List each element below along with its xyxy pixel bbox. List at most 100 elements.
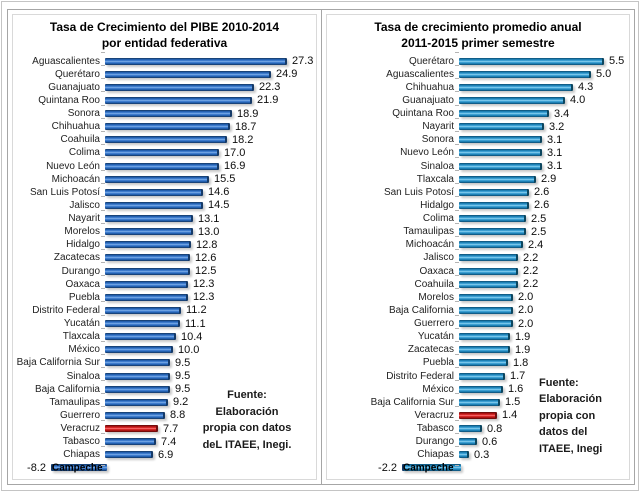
chart-row: Coahuila 18.2 xyxy=(15,130,314,146)
bar-area: 6.9 xyxy=(101,445,314,461)
bar-area: 3.2 xyxy=(455,117,627,133)
category-label: Nuevo León xyxy=(46,160,100,172)
bar xyxy=(105,228,193,236)
value-label: 1.7 xyxy=(510,370,526,382)
category-label: Puebla xyxy=(422,357,454,369)
negative-bar-area: -2.2 Campeche xyxy=(329,461,461,474)
chart-row: Colima 2.5 xyxy=(329,209,627,225)
bar xyxy=(459,70,591,78)
bar xyxy=(105,385,170,393)
value-label: 12.3 xyxy=(193,278,215,291)
value-label: 7.7 xyxy=(163,422,179,435)
value-label: 1.9 xyxy=(515,343,531,356)
negative-bar xyxy=(51,464,107,472)
chart-row: Quintana Roo 21.9 xyxy=(15,91,314,107)
value-label: 1.5 xyxy=(505,396,521,409)
bar xyxy=(459,372,505,380)
chart-row: Puebla 1.8 xyxy=(329,353,627,369)
bar xyxy=(459,136,542,144)
chart-row: Michoacán 2.4 xyxy=(329,235,627,251)
value-label: 15.5 xyxy=(214,173,236,186)
category-label: Durango xyxy=(415,436,454,448)
negative-bar-area: -8.2 Campeche xyxy=(15,462,107,474)
bar-area: 3.1 xyxy=(455,130,627,146)
value-label: 18.7 xyxy=(235,120,257,133)
value-label: 1.6 xyxy=(508,383,524,396)
bar xyxy=(105,293,188,301)
category-label: Sonora xyxy=(67,108,100,119)
category-label: Quintana Roo xyxy=(392,108,454,119)
chart-row: Colima 17.0 xyxy=(15,143,314,159)
value-label: 3.4 xyxy=(554,107,570,120)
bar-rows: Querétaro 5.5 Aguascalientes 5.0 Chihuahua 4.… xyxy=(329,52,627,474)
bar-area: 13.0 xyxy=(101,222,314,238)
bar-area: 2.6 xyxy=(455,183,627,199)
chart-row: Baja California 9.5 xyxy=(15,380,314,395)
bar-area: 8.8 xyxy=(101,406,314,421)
bar xyxy=(105,110,232,117)
value-label: 21.9 xyxy=(257,94,279,107)
chart-row: Querétaro 24.9 xyxy=(15,65,314,81)
bar-area: 2.6 xyxy=(455,196,627,212)
category-label: Baja California xyxy=(388,304,454,316)
value-label: 12.6 xyxy=(195,251,217,264)
value-label: -2.2 xyxy=(378,461,397,474)
bar xyxy=(105,320,180,327)
bar xyxy=(105,215,193,222)
chart-row: Durango 0.6 xyxy=(329,432,627,448)
chart-row: Tamaulipas 9.2 xyxy=(15,393,314,408)
category-label: Nayarit xyxy=(422,121,454,133)
bar-area: 9.5 xyxy=(101,353,314,369)
value-label: 1.4 xyxy=(502,409,518,422)
category-label: Guerrero xyxy=(59,409,100,421)
value-label: 16.9 xyxy=(224,160,246,172)
value-label: 14.5 xyxy=(208,199,230,212)
bar-area: 1.5 xyxy=(455,393,627,409)
category-label: Sinaloa xyxy=(66,370,100,382)
chart-row: Sonora 18.9 xyxy=(15,104,314,120)
chart-row: Aguascalientes 5.0 xyxy=(329,65,627,80)
chart-row: Chiapas 6.9 xyxy=(15,445,314,461)
chart-row: Distrito Federal 11.2 xyxy=(15,301,314,316)
bar xyxy=(459,57,604,65)
category-label: Quintana Roo xyxy=(38,94,100,106)
category-label: Campeche xyxy=(403,462,454,474)
chart-row: Nayarit 3.2 xyxy=(329,117,627,133)
value-label: 3.2 xyxy=(549,120,565,133)
bar xyxy=(105,333,176,341)
value-label: 24.9 xyxy=(276,68,298,81)
bar-area: 3.4 xyxy=(455,104,627,120)
chart-row: Chiapas 0.3 xyxy=(329,445,627,461)
bar xyxy=(459,425,482,432)
chart-area-border: Tasa de Crecimiento del PIBE 2010-2014 p… xyxy=(12,14,317,480)
highlight-bar xyxy=(105,425,158,432)
bar xyxy=(459,346,510,354)
value-label: 2.6 xyxy=(534,199,550,212)
bar-area: 2.0 xyxy=(455,314,627,330)
highlight-bar xyxy=(459,411,497,419)
chart-row: Tlaxcala 10.4 xyxy=(15,327,314,343)
chart-row: Puebla 12.3 xyxy=(15,288,314,303)
chart-row: Jalisco 14.5 xyxy=(15,196,314,212)
category-label: Tabasco xyxy=(62,436,100,448)
value-label: 2.2 xyxy=(523,251,539,264)
category-label: Guanajuato xyxy=(402,94,454,106)
value-label: 10.4 xyxy=(181,330,203,343)
chart-row: Hidalgo 12.8 xyxy=(15,235,314,251)
category-label: Baja California xyxy=(34,383,100,395)
category-label: Baja California Sur xyxy=(16,357,100,369)
category-label: San Luis Potosí xyxy=(29,186,100,198)
chart-row: San Luis Potosí 2.6 xyxy=(329,183,627,199)
bar-area: 2.5 xyxy=(455,222,627,238)
bar-area: 1.7 xyxy=(455,367,627,382)
bar xyxy=(105,123,230,131)
category-label: Coahuila xyxy=(60,134,100,146)
value-label: 9.5 xyxy=(175,356,191,369)
category-label: Oaxaca xyxy=(419,265,454,277)
bar-area: 5.5 xyxy=(455,52,627,67)
category-label: Veracruz xyxy=(414,409,454,421)
category-label: Aguascalientes xyxy=(32,55,100,67)
value-label: 2.6 xyxy=(534,186,550,199)
category-label: Puebla xyxy=(68,291,100,303)
bar xyxy=(105,346,173,354)
